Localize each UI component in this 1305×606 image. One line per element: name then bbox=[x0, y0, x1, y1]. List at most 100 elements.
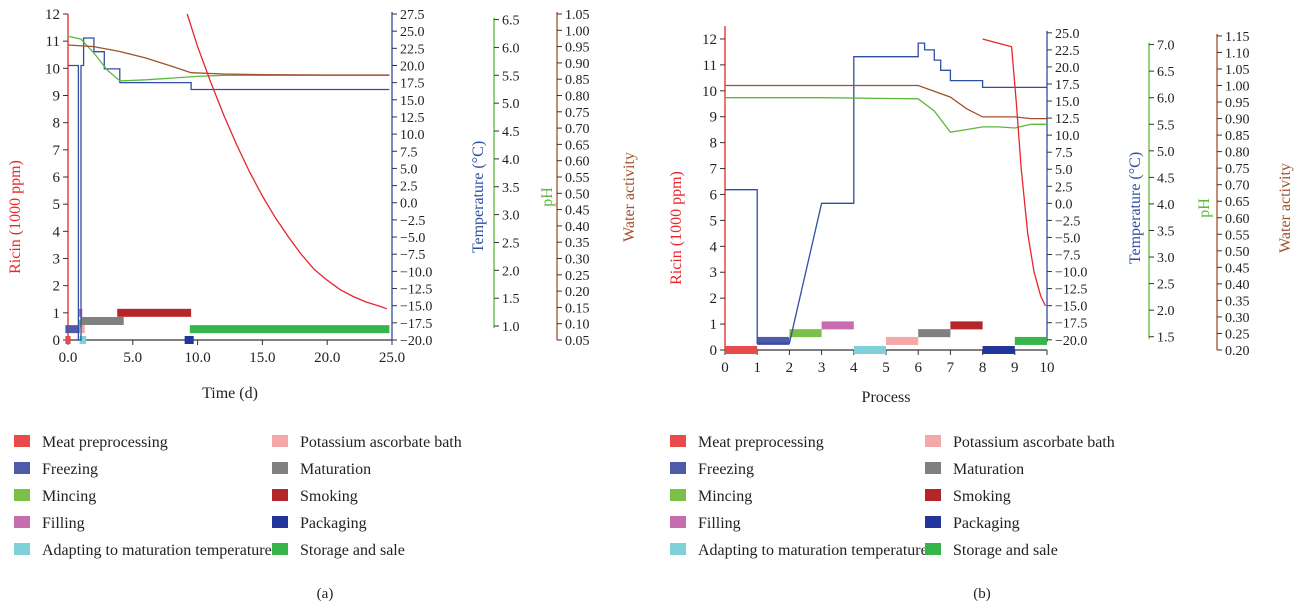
panel-label-b: (b) bbox=[973, 586, 991, 602]
temperature-tick-label: −15.0 bbox=[400, 300, 432, 315]
legend-swatch bbox=[670, 489, 686, 501]
stage-bar bbox=[78, 308, 83, 317]
temperature-tick-label: −20.0 bbox=[1055, 334, 1087, 349]
temperature-tick-label: 0.0 bbox=[400, 197, 418, 212]
stage-bar bbox=[821, 321, 854, 330]
water-tick-label: 0.70 bbox=[565, 122, 590, 137]
legend-swatch bbox=[670, 543, 686, 555]
temperature-series-line bbox=[68, 37, 390, 341]
ricin-tick-label: 4 bbox=[53, 224, 61, 240]
ricin-tick-label: 3 bbox=[53, 252, 61, 268]
temperature-tick-label: 20.0 bbox=[1055, 61, 1080, 76]
x-tick-label: 2 bbox=[786, 360, 794, 376]
temperature-tick-label: 0.0 bbox=[1055, 197, 1073, 212]
ph-tick-label: 5.0 bbox=[502, 97, 520, 112]
ricin-tick-label: 5 bbox=[53, 197, 61, 213]
legend-swatch bbox=[670, 435, 686, 447]
legend-label: Maturation bbox=[953, 461, 1024, 478]
ph-tick-label: 7.0 bbox=[1157, 39, 1175, 54]
x-tick-label: 0 bbox=[721, 360, 729, 376]
stage-bar bbox=[853, 346, 886, 354]
x-axis-title: Time (d) bbox=[202, 385, 258, 402]
ph-tick-label: 4.0 bbox=[1157, 198, 1175, 213]
ph-tick-label: 1.5 bbox=[502, 292, 520, 307]
temperature-tick-label: −15.0 bbox=[1055, 300, 1087, 315]
water-tick-label: 0.80 bbox=[565, 90, 590, 105]
temperature-tick-label: 25.0 bbox=[400, 25, 425, 40]
legend-label: Mincing bbox=[698, 488, 752, 505]
temperature-tick-label: −17.5 bbox=[400, 317, 432, 332]
legend-swatch bbox=[670, 516, 686, 528]
stage-bar bbox=[950, 321, 983, 330]
ph-tick-label: 1.5 bbox=[1157, 331, 1175, 346]
water-tick-label: 0.85 bbox=[565, 73, 590, 88]
panel-label-a: (a) bbox=[317, 586, 334, 602]
legend-swatch bbox=[925, 543, 941, 555]
temperature-tick-label: 22.5 bbox=[400, 42, 425, 57]
stage-bar bbox=[80, 316, 124, 325]
ph-axis-title: pH bbox=[539, 187, 556, 207]
water-tick-label: 0.75 bbox=[565, 106, 590, 121]
legend-label: Adapting to maturation temperature bbox=[698, 542, 928, 559]
temperature-tick-label: −5.0 bbox=[1055, 231, 1080, 246]
x-tick-label: 9 bbox=[1011, 360, 1019, 376]
water-tick-label: 0.60 bbox=[1225, 212, 1250, 227]
legend-swatch bbox=[14, 435, 30, 447]
legend-swatch bbox=[925, 435, 941, 447]
water-tick-label: 0.45 bbox=[565, 204, 590, 219]
ricin-series-line bbox=[982, 38, 1046, 307]
x-tick-label: 5 bbox=[882, 360, 890, 376]
water-tick-label: 0.05 bbox=[565, 334, 590, 349]
x-tick-label: 10 bbox=[1040, 360, 1055, 376]
water-tick-label: 0.20 bbox=[565, 285, 590, 300]
water-tick-label: 0.95 bbox=[1225, 96, 1250, 111]
x-tick-label: 0.0 bbox=[59, 350, 78, 366]
legend-label: Meat preprocessing bbox=[698, 434, 824, 451]
legend-label: Potassium ascorbate bath bbox=[953, 434, 1115, 451]
legend-label: Mincing bbox=[42, 488, 96, 505]
water-tick-label: 0.90 bbox=[1225, 113, 1250, 128]
x-tick-label: 10.0 bbox=[184, 350, 210, 366]
temperature-tick-label: −2.5 bbox=[400, 214, 425, 229]
water-tick-label: 0.95 bbox=[565, 41, 590, 56]
water-tick-label: 0.40 bbox=[565, 220, 590, 235]
temperature-tick-label: 7.5 bbox=[1055, 146, 1073, 161]
ph-tick-label: 5.0 bbox=[1157, 145, 1175, 160]
water-series-line bbox=[67, 44, 390, 76]
legend-a: Meat preprocessing Freezing Mincing Filling… bbox=[14, 434, 462, 559]
ph-tick-label: 2.5 bbox=[1157, 278, 1175, 293]
water-tick-label: 0.60 bbox=[565, 155, 590, 170]
stage-bar bbox=[725, 346, 758, 354]
legend-swatch bbox=[272, 516, 288, 528]
ricin-tick-label: 7 bbox=[53, 143, 61, 159]
water-tick-label: 0.45 bbox=[1225, 261, 1250, 276]
legend-b: Meat preprocessing Freezing Mincing Filling… bbox=[670, 434, 1115, 559]
stage-bar bbox=[886, 336, 919, 345]
ph-tick-label: 2.5 bbox=[502, 236, 520, 251]
temperature-tick-label: 10.0 bbox=[1055, 129, 1080, 144]
water-tick-label: 1.00 bbox=[1225, 80, 1250, 95]
ricin-tick-label: 5 bbox=[710, 213, 718, 229]
stage-bar bbox=[65, 336, 71, 344]
ph-tick-label: 3.5 bbox=[1157, 224, 1175, 239]
ricin-tick-label: 10 bbox=[45, 61, 60, 77]
legend-swatch bbox=[925, 516, 941, 528]
legend-label: Adapting to maturation temperature bbox=[42, 542, 272, 559]
legend-swatch bbox=[670, 462, 686, 474]
x-tick-label: 20.0 bbox=[314, 350, 340, 366]
legend-label: Storage and sale bbox=[953, 542, 1058, 559]
stage-bar bbox=[189, 325, 390, 334]
ph-tick-label: 4.5 bbox=[502, 125, 520, 140]
water-tick-label: 1.10 bbox=[1225, 46, 1250, 61]
legend-label: Smoking bbox=[300, 488, 358, 505]
ricin-tick-label: 6 bbox=[710, 187, 718, 203]
legend-swatch bbox=[272, 462, 288, 474]
ricin-tick-label: 9 bbox=[710, 110, 718, 126]
ph-tick-label: 6.0 bbox=[502, 41, 520, 56]
temperature-tick-label: 12.5 bbox=[1055, 112, 1080, 127]
temperature-tick-label: 5.0 bbox=[1055, 163, 1073, 178]
ricin-tick-label: 12 bbox=[702, 32, 717, 48]
